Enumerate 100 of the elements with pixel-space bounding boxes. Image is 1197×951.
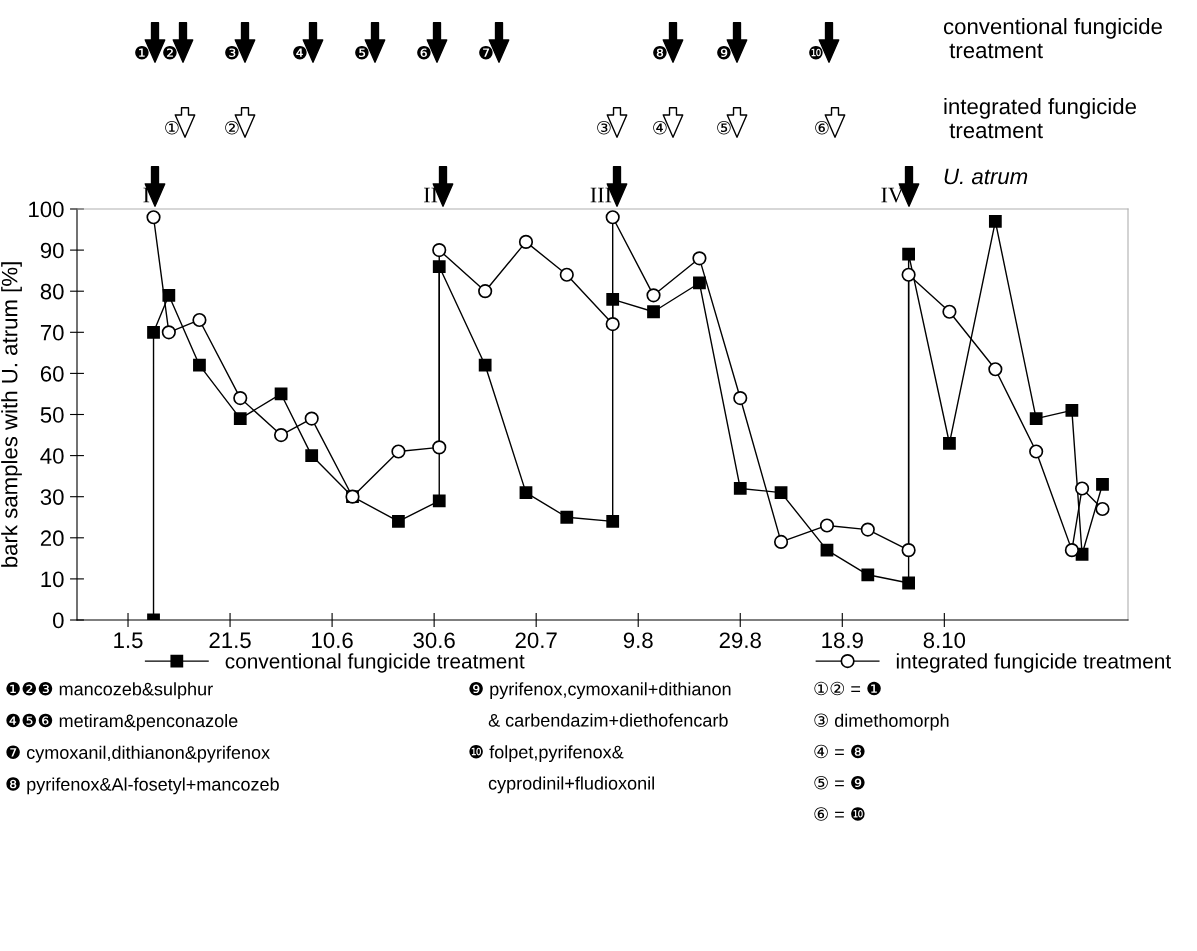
text: ⑤ xyxy=(717,120,731,135)
point xyxy=(478,358,492,372)
point xyxy=(1096,477,1109,491)
text: integrated fungicide treatment xyxy=(944,98,1136,139)
point xyxy=(432,260,446,273)
point xyxy=(478,284,493,299)
text: ❼ xyxy=(479,45,493,60)
legend-label: integrated fungicide treatment xyxy=(896,653,1171,673)
x-tick-label: 30.6 xyxy=(413,632,455,649)
y-tick-label: 70 xyxy=(40,324,64,341)
y-tick-label: 10 xyxy=(41,571,64,588)
point xyxy=(774,486,788,499)
point xyxy=(193,358,206,372)
text: IV xyxy=(881,187,904,203)
point xyxy=(902,247,916,261)
point xyxy=(432,243,447,258)
point xyxy=(392,514,405,528)
point xyxy=(606,514,620,528)
point xyxy=(559,267,574,282)
x-tick-label: 21.5 xyxy=(209,632,251,649)
point xyxy=(901,543,916,558)
text: ❺ xyxy=(355,45,369,60)
text: ❾ xyxy=(717,45,731,60)
point xyxy=(1074,481,1090,496)
point xyxy=(692,251,707,266)
point xyxy=(646,288,661,303)
y-axis-title: bark samples with U. atrum [%] xyxy=(1,262,22,567)
point xyxy=(162,288,176,302)
point xyxy=(233,390,248,406)
point xyxy=(861,568,875,582)
text: ⑥ xyxy=(815,120,829,135)
legend-label: conventional fungicide treatment xyxy=(225,653,525,673)
x-tick-label: 29.8 xyxy=(719,632,761,649)
point xyxy=(820,543,834,557)
text: ❶❷❸ mancozeb&sulphur ❹❺❻ metiram&penconazole ❼ cymoxanil,dithianon&pyrifenox ❽ pyrifenox&Al-fosetyl+mancozeb xyxy=(6,682,279,795)
y-tick-label: 90 xyxy=(40,242,64,259)
x-tick-label: 18.9 xyxy=(822,632,863,649)
point xyxy=(860,522,875,537)
x-tick-label: 9.8 xyxy=(623,632,653,649)
x-tick-label: 1.5 xyxy=(114,632,143,649)
point xyxy=(304,411,319,426)
y-tick-label: 0 xyxy=(53,612,64,629)
point xyxy=(901,267,916,282)
point xyxy=(693,276,706,290)
point xyxy=(942,304,957,319)
text: ❶ xyxy=(135,45,149,60)
point xyxy=(988,214,1002,228)
point xyxy=(161,325,176,340)
point xyxy=(274,387,288,401)
text: ③ xyxy=(597,120,611,135)
point xyxy=(147,325,160,339)
point xyxy=(305,449,319,462)
text: ❹ xyxy=(293,45,307,60)
point xyxy=(605,316,620,332)
point xyxy=(773,534,789,549)
y-tick-label: 100 xyxy=(29,201,64,218)
x-tick-label: 8.10 xyxy=(923,632,966,649)
point xyxy=(391,444,406,459)
point xyxy=(1029,444,1044,459)
point xyxy=(943,436,956,450)
text: I xyxy=(143,187,150,203)
point xyxy=(519,486,533,499)
text: conventional fungicide treatment xyxy=(943,18,1162,59)
text: ❸ xyxy=(225,45,239,60)
y-tick-label: 80 xyxy=(40,283,64,300)
text: ❾ pyrifenox,cymoxanil+dithianon & carbendazim+diethofencarb ❿ folpet,pyrifenox& cyprodinil+fludioxonil xyxy=(469,682,731,794)
text: ❻ xyxy=(417,45,431,60)
y-tick-label: 50 xyxy=(40,407,64,423)
text: ② xyxy=(225,120,239,135)
point xyxy=(733,390,748,406)
y-tick-label: 20 xyxy=(40,530,64,547)
text: ①② = ❶ ③ dimethomorph ④ = ❽ ⑤ = ❾ ⑥ = ❿ xyxy=(814,681,949,821)
point xyxy=(233,412,247,426)
point xyxy=(273,427,289,443)
point xyxy=(733,482,747,495)
point xyxy=(1065,403,1079,417)
text: ❿ xyxy=(809,45,823,60)
point xyxy=(192,312,207,328)
point xyxy=(1064,543,1079,558)
point xyxy=(647,305,660,319)
point xyxy=(605,210,620,225)
point xyxy=(902,576,916,590)
x-tick-label: 10.6 xyxy=(312,632,353,649)
point xyxy=(1095,501,1110,517)
y-tick-label: 30 xyxy=(40,489,64,505)
point xyxy=(146,210,161,225)
y-tick-label: 40 xyxy=(40,448,64,464)
point xyxy=(518,234,534,249)
point xyxy=(1029,412,1043,426)
point xyxy=(432,494,446,508)
point xyxy=(988,362,1003,377)
point xyxy=(560,510,574,524)
text: ④ xyxy=(653,120,667,135)
y-tick-label: 60 xyxy=(40,365,64,382)
text: II xyxy=(424,187,438,203)
text: U. atrum xyxy=(944,168,1028,185)
text: III xyxy=(590,187,612,203)
text: ① xyxy=(165,120,179,135)
point xyxy=(819,518,835,533)
text: ❷ xyxy=(163,45,177,60)
